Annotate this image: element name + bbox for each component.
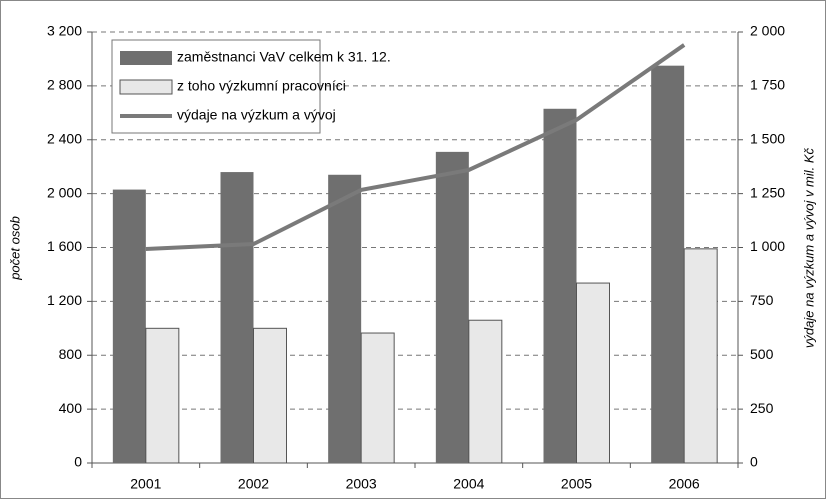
bar bbox=[468, 319, 503, 464]
bar bbox=[360, 332, 395, 464]
x-tick-label: 2005 bbox=[561, 476, 592, 492]
y-tick-label: 2 800 bbox=[47, 77, 82, 93]
y2-axis-label: výdaje na výzkum a vývoj v mil. Kč bbox=[801, 147, 816, 348]
bar bbox=[253, 327, 287, 464]
legend-swatch bbox=[120, 51, 172, 65]
x-tick-label: 2004 bbox=[453, 476, 484, 492]
y-tick-label: 1 600 bbox=[47, 238, 82, 254]
y2-tick-label: 1 750 bbox=[750, 77, 785, 93]
y-axis-label: počet osob bbox=[7, 216, 22, 281]
legend-label: zaměstnanci VaV celkem k 31. 12. bbox=[177, 49, 391, 65]
legend-label: výdaje na výzkum a vývoj bbox=[177, 107, 336, 123]
y-tick-label: 400 bbox=[59, 400, 83, 416]
y-tick-label: 0 bbox=[74, 454, 82, 470]
y2-tick-label: 750 bbox=[750, 292, 774, 308]
y2-tick-label: 2 000 bbox=[750, 23, 785, 39]
bar bbox=[145, 327, 180, 464]
y-tick-label: 2 400 bbox=[47, 130, 82, 146]
bar bbox=[328, 174, 362, 464]
legend-swatch bbox=[119, 79, 173, 95]
legend-label: z toho výzkumní pracovníci bbox=[177, 78, 346, 94]
line bbox=[145, 43, 686, 252]
y2-tick-label: 250 bbox=[750, 400, 774, 416]
y-tick-label: 3 200 bbox=[47, 23, 82, 39]
bar bbox=[112, 189, 146, 463]
bar bbox=[220, 172, 254, 463]
y2-tick-label: 500 bbox=[750, 346, 774, 362]
y2-tick-label: 0 bbox=[750, 454, 758, 470]
y2-tick-label: 1 500 bbox=[750, 130, 785, 146]
bar bbox=[683, 248, 718, 464]
x-tick-label: 2002 bbox=[238, 476, 269, 492]
bar bbox=[435, 151, 469, 463]
y2-tick-label: 1 250 bbox=[750, 184, 785, 200]
y-tick-label: 2 000 bbox=[47, 184, 82, 200]
bar bbox=[651, 65, 685, 463]
x-tick-label: 2003 bbox=[346, 476, 377, 492]
y-tick-label: 1 200 bbox=[47, 292, 82, 308]
y-tick-label: 800 bbox=[59, 346, 83, 362]
y2-tick-label: 1 000 bbox=[750, 238, 785, 254]
bar bbox=[576, 282, 610, 464]
x-tick-label: 2006 bbox=[669, 476, 700, 492]
x-tick-label: 2001 bbox=[130, 476, 161, 492]
bar bbox=[543, 108, 577, 463]
